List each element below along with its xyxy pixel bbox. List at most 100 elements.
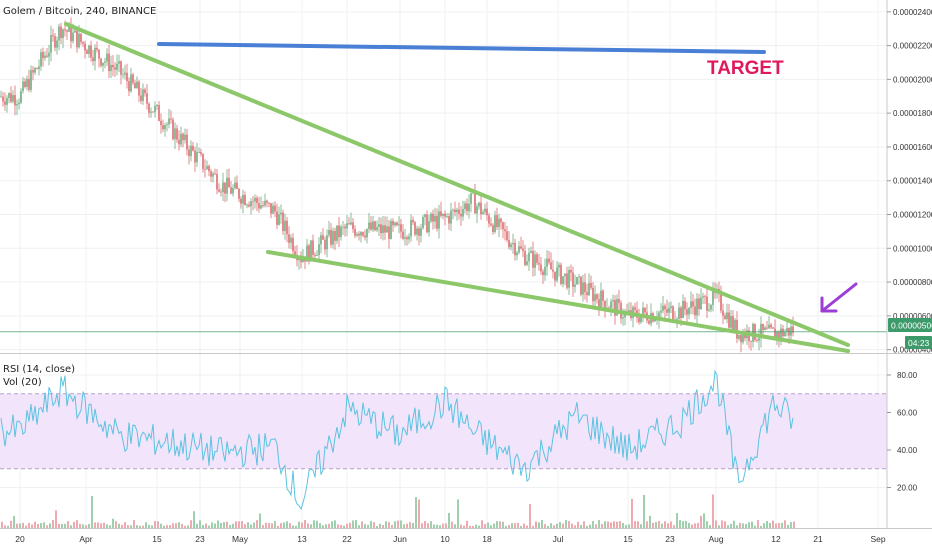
candle-body — [114, 67, 116, 70]
candle-body — [12, 95, 14, 102]
volume-bar — [97, 522, 99, 528]
candle-body — [352, 222, 354, 229]
candle-body — [394, 222, 396, 226]
volume-bar — [226, 521, 228, 528]
candle-body — [378, 224, 380, 228]
candle-body — [206, 166, 208, 170]
volume-bar — [91, 495, 93, 528]
price-axis[interactable]: 0.00002400 0.00002200 0.00002000 0.00001800… — [887, 8, 932, 355]
candle-body — [676, 319, 678, 321]
candle-body — [178, 139, 180, 145]
candle-body — [216, 173, 218, 190]
chart-title[interactable]: Golem / Bitcoin, 240, BINANCE — [3, 6, 157, 17]
candle-body — [4, 101, 6, 105]
time-tick-label: 20 — [15, 534, 25, 544]
candle-body — [26, 79, 28, 87]
volume-bar — [586, 525, 588, 528]
candle-body — [284, 220, 286, 232]
volume-bar — [787, 524, 789, 528]
volume-bar — [52, 520, 54, 528]
candle-body — [334, 230, 336, 241]
candle-body — [492, 225, 494, 232]
volume-bar — [1, 521, 3, 528]
volume-bar — [781, 522, 783, 528]
volume-bar — [184, 525, 186, 528]
volume-bar — [7, 525, 9, 528]
candle-body — [60, 26, 62, 39]
candle-body — [18, 102, 20, 104]
candle-body — [430, 213, 432, 222]
candle-body — [592, 287, 594, 302]
candle-body — [614, 300, 616, 316]
volume-bar — [196, 523, 198, 528]
volume-bar — [772, 520, 774, 528]
volume-bar — [529, 504, 531, 528]
candle-body — [450, 210, 452, 224]
volume-bar — [646, 521, 648, 528]
volume-bar — [547, 525, 549, 528]
candle-body — [466, 203, 468, 212]
candle-body — [398, 224, 400, 226]
candle-body — [688, 307, 690, 315]
volume-bar — [700, 515, 702, 528]
price-tick-label: 0.00001600 — [893, 143, 932, 152]
target-line[interactable] — [157, 42, 766, 54]
candle-body — [20, 91, 22, 103]
candle-body — [728, 312, 730, 328]
volume-bar — [121, 524, 123, 528]
candle-body — [274, 205, 276, 212]
candle-body — [134, 83, 136, 89]
volume-bar — [370, 521, 372, 528]
volume-bar — [175, 523, 177, 528]
candle-body — [16, 103, 18, 106]
volume-bar — [334, 520, 336, 528]
volume-bar — [718, 525, 720, 528]
wedge-upper-trendline[interactable] — [64, 22, 850, 347]
volume-title[interactable]: Vol (20) — [3, 377, 42, 388]
candle-body — [226, 177, 228, 194]
candle-body — [684, 301, 686, 310]
volume-bar — [691, 524, 693, 528]
volume-bar — [46, 525, 48, 528]
candle-body — [110, 64, 112, 72]
volume-bar — [775, 523, 777, 528]
candle-body — [354, 228, 356, 236]
candle-body — [182, 133, 184, 141]
candle-body — [576, 277, 578, 285]
wedge-lower-trendline[interactable] — [266, 250, 850, 353]
candle-body — [364, 235, 366, 238]
volume-bar — [187, 525, 189, 528]
candle-body — [220, 191, 222, 193]
candle-body — [694, 306, 696, 316]
volume-bar — [655, 521, 657, 528]
candle-body — [426, 214, 428, 233]
candle-body — [158, 105, 160, 121]
candle-body — [460, 213, 462, 217]
candle-body — [160, 120, 162, 126]
arrow-icon — [820, 282, 858, 313]
candle-body — [214, 173, 216, 175]
volume-bar — [688, 522, 690, 528]
candle-body — [532, 251, 534, 268]
rsi-title[interactable]: RSI (14, close) — [3, 364, 76, 375]
arrow-annotation[interactable] — [820, 282, 858, 313]
price-tick-label: 0.00001800 — [893, 109, 932, 118]
candle-body — [204, 169, 206, 170]
candle-body — [248, 204, 250, 207]
candle-body — [444, 213, 446, 217]
volume-bar — [673, 525, 675, 528]
rsi-axis[interactable]: 80.00 60.00 40.00 20.00 — [887, 371, 918, 493]
volume-bar — [760, 525, 762, 528]
candle-body — [370, 222, 372, 230]
volume-bar — [205, 523, 207, 528]
candle-body — [176, 128, 178, 140]
rsi-tick-label: 60.00 — [897, 409, 918, 418]
candle-body — [130, 74, 132, 92]
volume-bar — [166, 525, 168, 528]
candle-body — [552, 269, 554, 272]
volume-bar — [4, 525, 6, 528]
candle-body — [46, 55, 48, 57]
time-axis[interactable]: 20 Apr 15 23 May 13 22 Jun 10 18 Jul 15 23 Aug 12 21 Sep — [15, 534, 886, 544]
candle-body — [488, 215, 490, 224]
